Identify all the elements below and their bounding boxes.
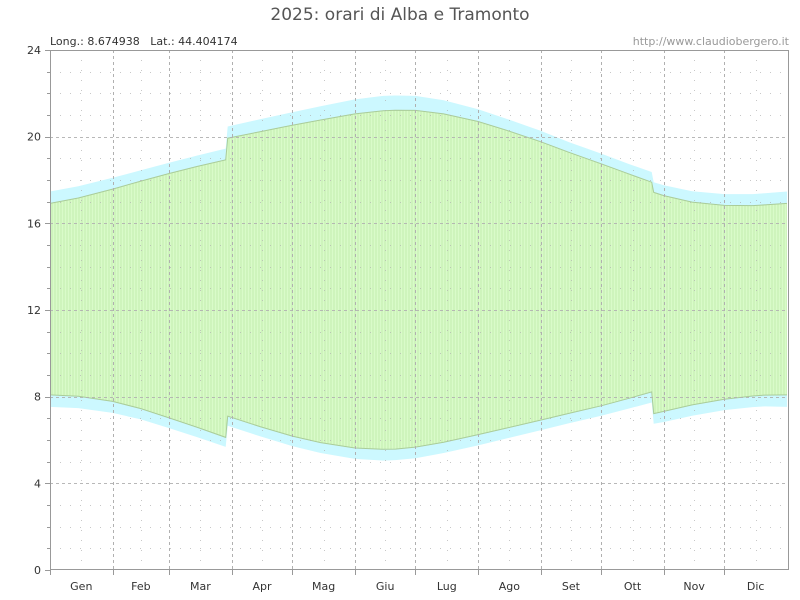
twilight-layer	[50, 95, 787, 461]
x-tick-label: Dic	[747, 580, 765, 593]
chart-title: 2025: orari di Alba e Tramonto	[270, 5, 529, 25]
coordinates-label: Long.: 8.674938 Lat.: 44.404174	[50, 35, 238, 48]
sunrise-line	[49, 391, 788, 450]
x-tick-label: Apr	[252, 580, 272, 593]
y-tick-label: 24	[27, 44, 41, 57]
x-tick-label: Feb	[131, 580, 150, 593]
x-tick-label: Mar	[190, 580, 211, 593]
x-tick-label: Mag	[312, 580, 335, 593]
y-tick-label: 4	[34, 477, 41, 490]
x-tick-label: Nov	[683, 580, 705, 593]
x-tick-label: Gen	[70, 580, 92, 593]
plot-frame	[50, 50, 789, 570]
x-tick-label: Ago	[499, 580, 521, 593]
y-tick-label: 12	[27, 304, 41, 317]
y-tick-label: 16	[27, 217, 41, 230]
axes-layer: 0 4 8 12 16 20 24 Gen Feb Mar Apr Mag Giu Lug Ago Set Ot…	[27, 44, 789, 593]
daylight-layer	[49, 109, 788, 450]
x-tick-label: Giu	[376, 580, 395, 593]
sunset-line	[49, 109, 788, 207]
daylight-band	[50, 110, 787, 450]
grid-layer	[50, 50, 789, 570]
y-tick-label: 20	[27, 131, 41, 144]
source-url: http://www.claudiobergero.it	[633, 35, 790, 48]
evening-twilight-band	[50, 95, 787, 206]
y-tick-label: 0	[34, 564, 41, 577]
x-tick-label: Lug	[437, 580, 457, 593]
x-tick-label: Set	[562, 580, 581, 593]
x-tick-label: Ott	[624, 580, 642, 593]
morning-twilight-band	[50, 391, 787, 461]
y-tick-label: 8	[34, 391, 41, 404]
